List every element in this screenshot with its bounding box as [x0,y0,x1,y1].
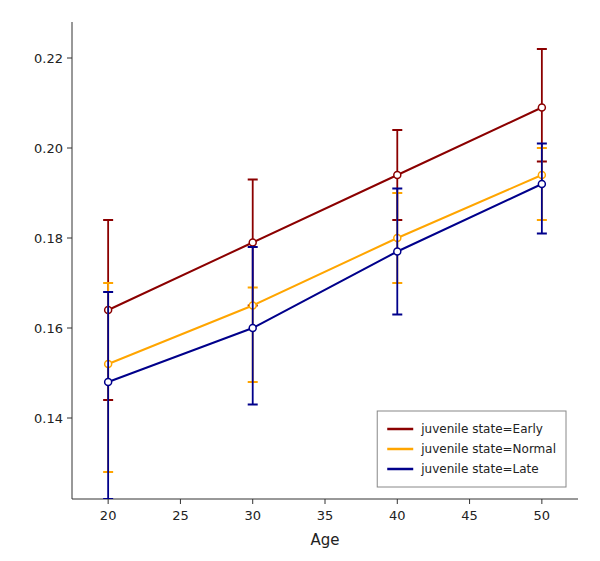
point [538,104,545,111]
error-bar [103,292,113,499]
point [394,248,401,255]
series [103,148,547,472]
y-tick-label: 0.14 [34,411,63,426]
legend-label: juvenile state=Late [420,462,538,476]
y-tick-label: 0.22 [34,51,63,66]
x-tick-label: 40 [389,508,406,523]
legend-swatch [387,428,413,431]
legend-box [377,411,566,487]
point [249,239,256,246]
legend-label: juvenile state=Normal [420,442,556,456]
x-tick [325,499,326,504]
y-tick-label: 0.16 [34,321,63,336]
error-bar [537,144,547,234]
series-line [108,175,542,364]
legend-swatch [387,448,413,451]
x-tick [180,499,181,504]
x-tick-label: 35 [317,508,334,523]
y-tick [67,328,72,329]
x-tick-label: 30 [244,508,261,523]
chart-container: 20 25 30 35 40 45 50 0.14 0.16 0.18 0.20 0.22 Age juv… [0,0,600,561]
y-tick [67,148,72,149]
y-tick [67,418,72,419]
series [103,49,547,400]
error-bar [392,189,402,315]
x-tick [469,499,470,504]
x-tick [252,499,253,504]
background [0,0,600,561]
series-line [108,184,542,382]
axes: 20 25 30 35 40 45 50 0.14 0.16 0.18 0.20 0.22 [34,22,578,523]
error-bar [248,247,258,405]
point [105,379,112,386]
x-tick-label: 25 [172,508,189,523]
point [538,181,545,188]
y-tick [67,238,72,239]
x-tick-label: 20 [100,508,117,523]
point [249,325,256,332]
y-tick [67,58,72,59]
legend-label: juvenile state=Early [420,422,543,436]
plot-area [103,49,547,499]
y-axis-line [72,22,73,499]
y-tick-label: 0.18 [34,231,63,246]
point [394,172,401,179]
legend: juvenile state=Early juvenile state=Norma… [377,411,566,487]
legend-swatch [387,468,413,471]
chart: 20 25 30 35 40 45 50 0.14 0.16 0.18 0.20 0.22 Age juv… [0,0,600,561]
x-tick-label: 45 [461,508,478,523]
x-tick [397,499,398,504]
x-tick-label: 50 [534,508,551,523]
x-axis-label: Age [310,531,339,549]
x-tick [541,499,542,504]
y-tick-label: 0.20 [34,141,63,156]
series-line [108,108,542,311]
x-tick [108,499,109,504]
